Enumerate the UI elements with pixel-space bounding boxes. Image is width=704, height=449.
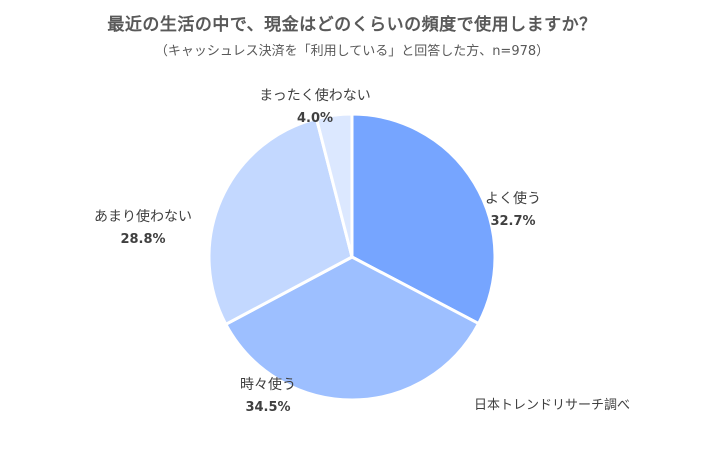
pie-slices (207, 112, 497, 402)
source-note: 日本トレンドリサーチ調べ (474, 398, 631, 413)
pie-slice-4 (314, 112, 354, 259)
pie-slice-3 (207, 116, 354, 326)
pie-slice-1 (350, 112, 497, 326)
chart-title: 最近の生活の中で、現金はどのくらいの頻度で使用しますか？ (107, 15, 597, 35)
slice-label-1: よく使う (485, 190, 541, 207)
pie-labels: よく使う 32.7% 時々使う 34.5% あまり使わない 28.8% まったく使わない 4.… (94, 87, 541, 415)
chart-subtitle: （キャッシュレス決済を「利用している」と回答した方、n=978） (154, 44, 550, 59)
slice-label-4: まったく使わない (259, 87, 370, 104)
slice-label-3: あまり使わない (94, 208, 192, 225)
slice-value-1: 32.7% (490, 214, 535, 229)
pie-slice-2 (224, 255, 481, 402)
slice-value-4: 4.0% (297, 111, 333, 126)
slice-label-2: 時々使う (240, 376, 296, 393)
slice-value-3: 28.8% (120, 232, 165, 247)
slice-value-2: 34.5% (245, 400, 290, 415)
